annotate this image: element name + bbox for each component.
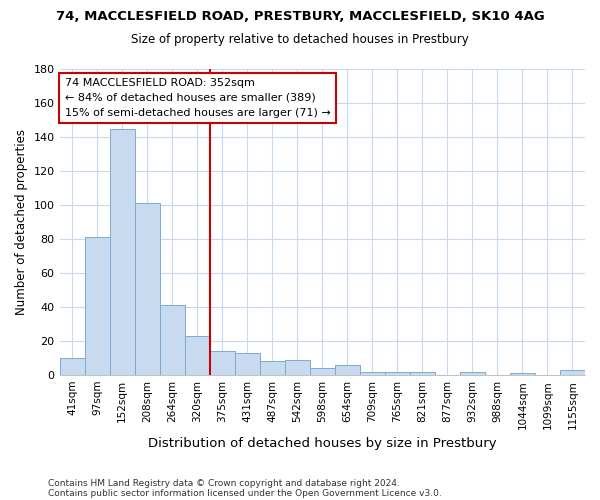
- Bar: [360, 372, 385, 375]
- Text: Contains HM Land Registry data © Crown copyright and database right 2024.: Contains HM Land Registry data © Crown c…: [48, 478, 400, 488]
- Bar: [260, 362, 285, 375]
- Bar: [185, 336, 209, 375]
- Text: 74 MACCLESFIELD ROAD: 352sqm
← 84% of detached houses are smaller (389)
15% of s: 74 MACCLESFIELD ROAD: 352sqm ← 84% of de…: [65, 78, 331, 118]
- Bar: [134, 204, 160, 375]
- Text: 74, MACCLESFIELD ROAD, PRESTBURY, MACCLESFIELD, SK10 4AG: 74, MACCLESFIELD ROAD, PRESTBURY, MACCLE…: [56, 10, 544, 23]
- Bar: [110, 128, 134, 375]
- X-axis label: Distribution of detached houses by size in Prestbury: Distribution of detached houses by size …: [148, 437, 497, 450]
- Bar: [235, 353, 260, 375]
- Text: Contains public sector information licensed under the Open Government Licence v3: Contains public sector information licen…: [48, 488, 442, 498]
- Bar: [85, 238, 110, 375]
- Bar: [160, 306, 185, 375]
- Bar: [209, 352, 235, 375]
- Text: Size of property relative to detached houses in Prestbury: Size of property relative to detached ho…: [131, 32, 469, 46]
- Bar: [385, 372, 410, 375]
- Bar: [510, 374, 535, 375]
- Bar: [310, 368, 335, 375]
- Bar: [335, 365, 360, 375]
- Bar: [285, 360, 310, 375]
- Bar: [560, 370, 585, 375]
- Bar: [460, 372, 485, 375]
- Bar: [410, 372, 435, 375]
- Y-axis label: Number of detached properties: Number of detached properties: [15, 129, 28, 315]
- Bar: [59, 358, 85, 375]
